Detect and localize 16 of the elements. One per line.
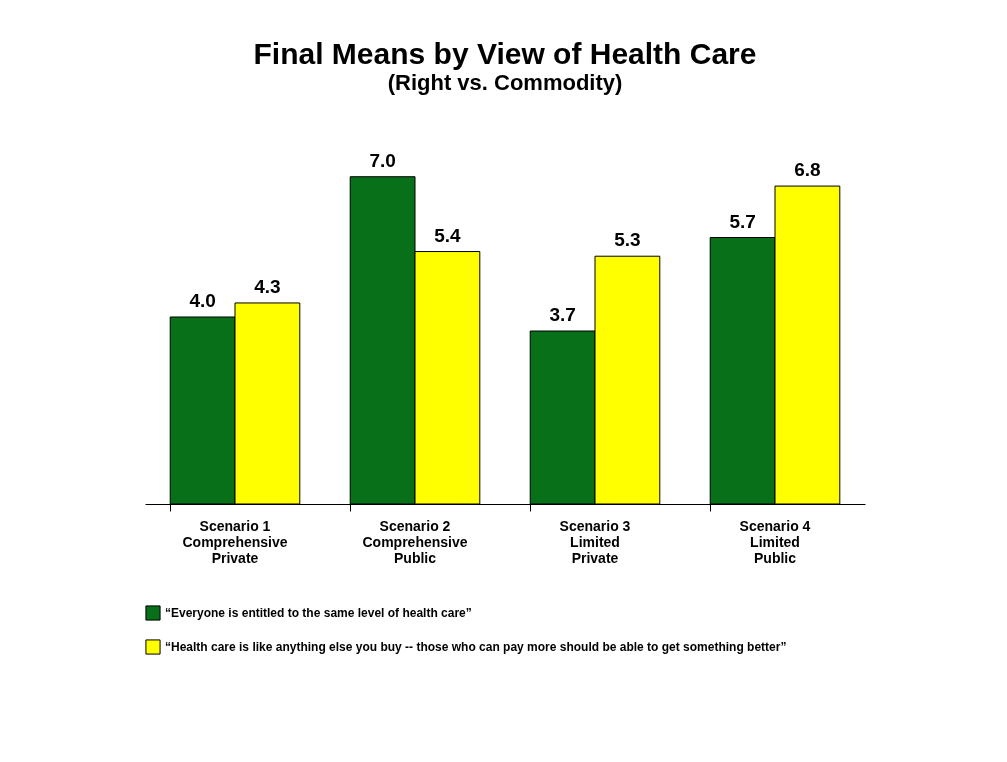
data-label: 5.7 <box>729 210 756 232</box>
chart-title: Final Means by View of Health Care <box>253 37 757 70</box>
data-label: 3.7 <box>549 304 576 326</box>
data-label: 5.4 <box>434 224 462 246</box>
data-label: 6.8 <box>794 159 821 181</box>
data-label: 7.0 <box>369 149 396 171</box>
legend-label: “Health care is like anything else you buy -- those who can pay more should be able to get something better” <box>165 640 787 654</box>
x-tick-label: Scenario 3 Limited Private <box>559 517 631 566</box>
x-tick-label: Scenario 2 Comprehensive Public <box>362 517 468 566</box>
data-label: 4.3 <box>254 275 281 297</box>
x-tick-label: Scenario 4 Limited Public <box>739 517 811 566</box>
chart-subtitle: (Right vs. Commodity) <box>387 70 623 95</box>
legend-label: “Everyone is entitled to the same level of health care” <box>165 606 472 620</box>
data-label: 4.0 <box>189 289 216 311</box>
data-label: 5.3 <box>614 229 641 251</box>
x-tick-label: Scenario 1 Comprehensive Private <box>182 517 288 566</box>
